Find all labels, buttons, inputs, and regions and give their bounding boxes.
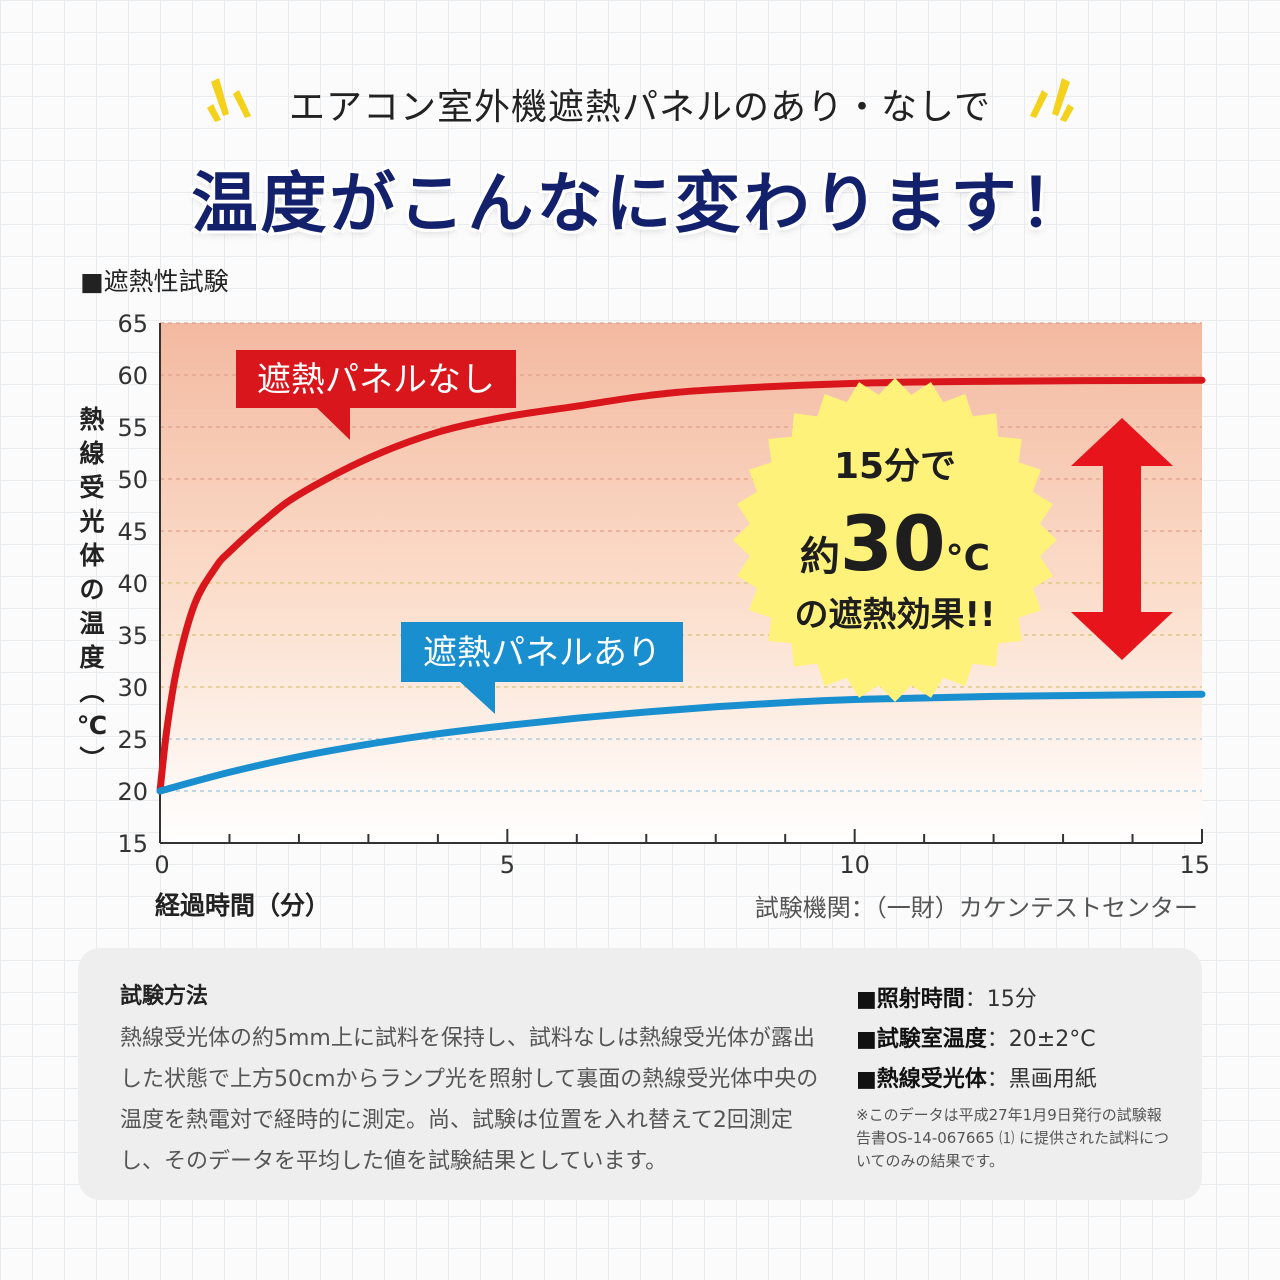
spec-value: ：黒画用紙 — [986, 1067, 1097, 1092]
spec-list: ■照射時間：15分 ■試験室温度：20±2°C ■熱線受光体：黒画用紙 — [856, 980, 1186, 1100]
x-tick-labels: 0 5 10 15 — [154, 851, 1210, 879]
method-body: 熱線受光体の約5mm上に試料を保持し、試料なしは熱線受光体が露出した状態で上方5… — [120, 1026, 819, 1174]
badge-line3: の遮熱効果!! — [794, 595, 995, 635]
no-panel-label: 遮熱パネルなし — [257, 360, 495, 400]
series-lines — [156, 376, 1206, 795]
difference-arrow-icon — [1071, 418, 1173, 660]
badge-line2: 約30°C — [800, 499, 990, 588]
y-tick-label: 65 — [117, 310, 148, 338]
y-tick-label: 40 — [117, 570, 148, 598]
x-tick-label: 5 — [500, 851, 515, 879]
with-panel-label: 遮熱パネルあり — [423, 633, 661, 673]
y-tick-label: 30 — [117, 674, 148, 702]
x-tick-label: 0 — [154, 851, 169, 879]
spec-item-duration: ■照射時間：15分 — [856, 980, 1186, 1020]
spec-value: ：20±2°C — [986, 1027, 1096, 1052]
section-label: ■遮熱性試験 — [80, 267, 229, 296]
spec-item-room-temp: ■試験室温度：20±2°C — [856, 1020, 1186, 1060]
page-title: 温度がこんなに変わります！ — [191, 165, 1089, 242]
y-tick-label: 50 — [117, 466, 148, 494]
spec-value: ：15分 — [964, 987, 1037, 1012]
spec-label: ■照射時間 — [856, 987, 965, 1012]
y-tick-label: 20 — [117, 778, 148, 806]
badge-line1: 15分で — [834, 446, 956, 487]
left-spark-icon — [207, 78, 251, 122]
method-panel: 試験方法 熱線受光体の約5mm上に試料を保持し、試料なしは熱線受光体が露出した状… — [78, 948, 1202, 1200]
with-panel-callout: 遮熱パネルあり — [401, 622, 683, 714]
x-tick-label: 10 — [839, 851, 870, 879]
spec-label: ■試験室温度 — [856, 1027, 987, 1052]
spec-label: ■熱線受光体 — [856, 1067, 987, 1092]
x-axis-title: 経過時間（分） — [155, 891, 331, 920]
y-tick-labels: 15 20 25 30 35 40 45 50 55 60 65 — [117, 310, 148, 858]
y-tick-label: 45 — [117, 518, 148, 546]
page-subtitle: エアコン室外機遮熱パネルのあり・なしで — [289, 87, 991, 128]
badge-number: 30 — [840, 499, 946, 588]
temperature-chart: 15 20 25 30 35 40 45 50 55 60 65 0 5 10 15 熱線受光体の温度︵ ℃… — [77, 310, 1210, 879]
method-title: 試験方法 — [120, 984, 209, 1009]
y-tick-label: 35 — [117, 622, 148, 650]
right-spark-icon — [1030, 78, 1074, 122]
spec-item-receiver: ■熱線受光体：黒画用紙 — [856, 1060, 1186, 1100]
no-panel-callout: 遮熱パネルなし — [236, 350, 516, 440]
y-tick-label: 60 — [117, 362, 148, 390]
series-line-with-panel — [156, 690, 1206, 795]
badge-prefix: 約 — [800, 534, 840, 580]
x-tick-label: 15 — [1179, 851, 1210, 879]
y-tick-label: 25 — [117, 726, 148, 754]
series-line-no-panel — [156, 376, 1206, 795]
effect-badge: 15分で 約30°C の遮熱効果!! — [733, 378, 1057, 702]
footnote: ※このデータは平成27年1月9日発行の試験報告書OS-14-067665 ⑴ に… — [856, 1106, 1170, 1170]
y-axis-title: 熱線受光体の温度︵ ℃ ︶ — [77, 405, 107, 774]
y-tick-label: 55 — [117, 414, 148, 442]
y-tick-label: 15 — [117, 830, 148, 858]
badge-unit: °C — [946, 538, 990, 579]
axes — [159, 323, 1203, 844]
test-source: 試験機関：（一財）カケンテストセンター — [754, 894, 1198, 922]
badge-burst-shape — [733, 378, 1057, 702]
